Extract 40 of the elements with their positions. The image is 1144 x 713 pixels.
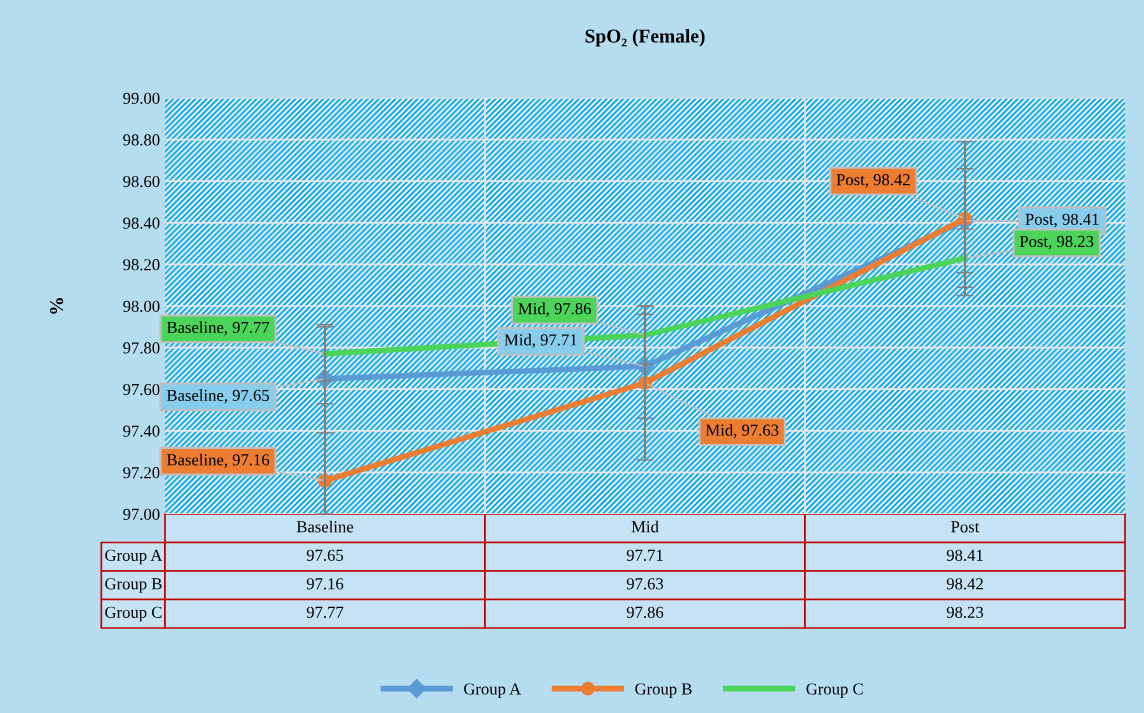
text: Group C <box>105 606 162 622</box>
legend-label: Group B <box>635 683 692 698</box>
y-tick-label: 99.00 <box>123 92 160 105</box>
data-label: 97.63 <box>626 578 664 590</box>
x-tick-label: Post <box>951 521 980 533</box>
data-label: 97.86 <box>626 606 664 618</box>
y-tick-label: 98.60 <box>123 175 160 188</box>
y-tick-label: 97.00 <box>123 508 160 521</box>
data-label: 97.77 <box>306 606 344 618</box>
annotation: Post, 98.23 <box>1019 235 1094 250</box>
text: Group B <box>105 578 162 593</box>
annotation: Mid, 97.86 <box>518 302 592 317</box>
annotation: Post, 98.41 <box>1025 213 1099 228</box>
x-tick-label: Mid <box>631 520 659 533</box>
annotation: Post, 98.42 <box>836 174 910 188</box>
y-tick-label: 97.40 <box>123 425 160 437</box>
data-label: 98.23 <box>946 606 984 618</box>
legend-label: Group A <box>464 683 522 698</box>
annotation: Baseline, 97.65 <box>166 389 270 404</box>
y-tick-label: 98.80 <box>123 134 160 146</box>
annotation: Mid, 97.71 <box>504 333 577 348</box>
y-tick-label: 97.20 <box>123 467 160 479</box>
annotation: Baseline, 97.77 <box>166 321 270 336</box>
x-tick-label: Baseline <box>296 520 354 533</box>
data-label: 97.16 <box>306 578 344 590</box>
y-tick-label: 98.00 <box>123 300 160 313</box>
y-axis-title: % <box>50 298 64 314</box>
y-tick-label: 97.80 <box>123 342 160 354</box>
data-label: 98.42 <box>946 578 983 590</box>
data-label: 97.65 <box>306 549 344 561</box>
text: Group A <box>105 549 163 565</box>
data-label: 98.41 <box>946 549 983 561</box>
data-label: 97.71 <box>626 549 663 561</box>
chart-title: SpO₂ (Female) <box>585 28 705 47</box>
legend-label: Group C <box>806 683 863 698</box>
annotation: Mid, 97.63 <box>705 424 779 439</box>
y-tick-label: 97.60 <box>123 383 160 396</box>
y-tick-label: 98.20 <box>123 259 160 271</box>
annotation: Baseline, 97.16 <box>166 453 270 468</box>
y-tick-label: 98.40 <box>123 217 160 229</box>
